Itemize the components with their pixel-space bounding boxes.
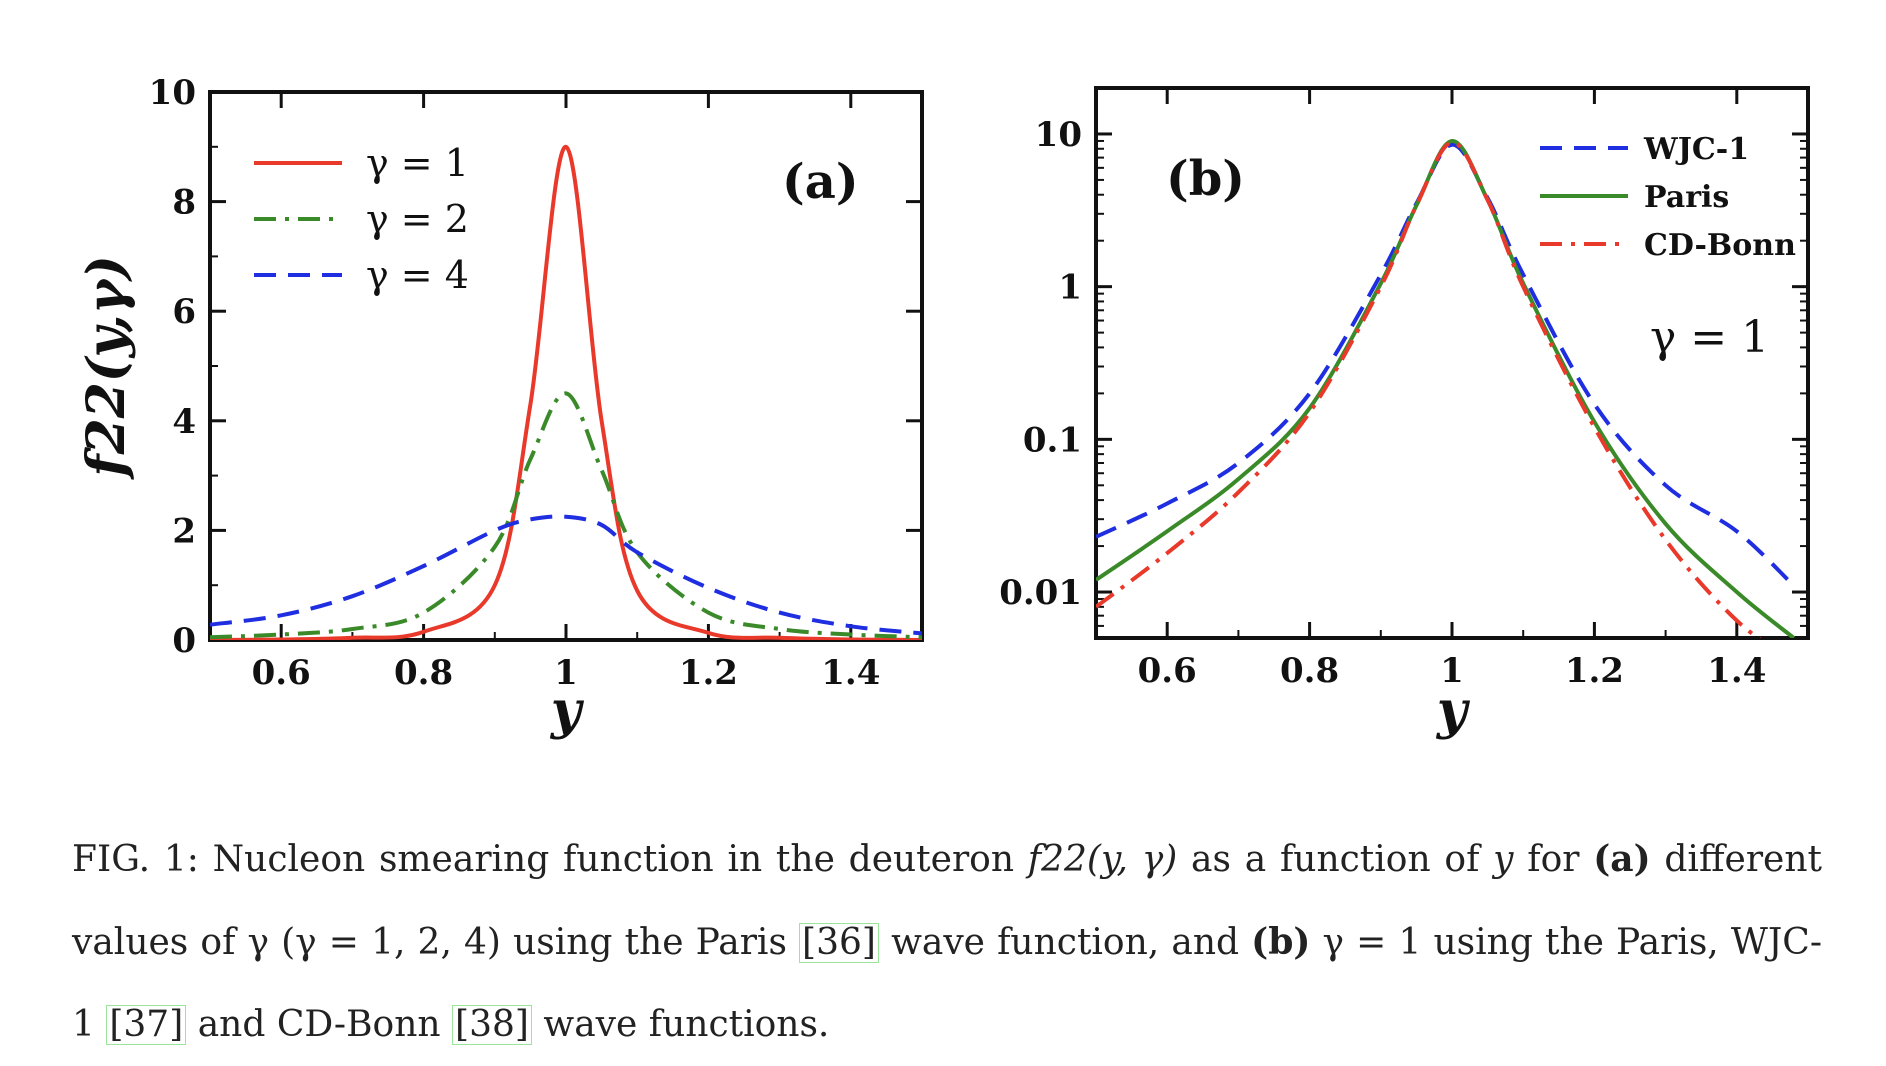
legend-label: WJC-1 xyxy=(1643,132,1749,167)
panel-b-legend: WJC-1 Paris CD-Bonn xyxy=(1540,132,1796,263)
y-tick-label: 0.01 xyxy=(999,573,1082,613)
x-tick-label: 0.8 xyxy=(394,653,453,693)
x-tick-label: 0.6 xyxy=(1138,651,1197,691)
citation-link-38[interactable]: [38] xyxy=(452,1005,532,1045)
x-tick-label: 1 xyxy=(1440,651,1464,691)
y-tick-label: 4 xyxy=(172,402,196,442)
legend-label: γ = 4 xyxy=(366,253,469,297)
x-tick-label: 0.6 xyxy=(252,653,311,693)
panel-a-xlabel: y xyxy=(550,680,585,741)
x-tick-label: 1.4 xyxy=(821,653,880,693)
y-tick-label: 6 xyxy=(172,292,196,332)
y-tick-label: 1 xyxy=(1058,268,1082,308)
y-tick-label: 8 xyxy=(172,183,196,223)
x-tick-label: 1 xyxy=(554,653,578,693)
caption-b: (b) xyxy=(1251,921,1311,963)
caption-a: (a) xyxy=(1593,838,1651,880)
caption-part2: as a function of xyxy=(1177,839,1494,880)
legend-label: CD-Bonn xyxy=(1644,228,1796,263)
series-line-cd-bonn xyxy=(1096,140,1762,638)
panel-b-ticks xyxy=(1095,87,1809,639)
panel-b-tick-labels: 0.6 0.8 1 1.2 1.4 0.01 0.1 1 10 xyxy=(999,115,1766,691)
series-line--4 xyxy=(210,514,922,636)
legend-label: Paris xyxy=(1644,180,1729,215)
y-tick-label: 0.1 xyxy=(1023,420,1082,460)
x-tick-label: 0.8 xyxy=(1280,651,1339,691)
panel-b: 0.6 0.8 1 1.2 1.4 0.01 0.1 1 10 (b) γ = 1 y WJC-… xyxy=(999,86,1810,741)
figure-caption: FIG. 1: Nucleon smearing function in the… xyxy=(72,818,1822,1066)
series-line-wjc-1 xyxy=(1096,142,1796,588)
legend-label: γ = 1 xyxy=(366,141,469,185)
panel-b-curves xyxy=(1096,139,1796,638)
y-tick-label: 2 xyxy=(172,511,196,551)
figure: 0.6 0.8 1 1.2 1.4 0 2 4 6 8 10 (a) y f22(y,γ) γ = … xyxy=(76,73,1810,741)
citation-link-36[interactable]: [36] xyxy=(799,923,879,963)
legend-label: γ = 2 xyxy=(366,197,469,241)
caption-part8: wave functions. xyxy=(531,1004,830,1045)
caption-part7: and CD-Bonn xyxy=(186,1004,453,1045)
caption-f22: f22(y, γ) xyxy=(1027,839,1178,880)
x-tick-label: 1.2 xyxy=(679,653,738,693)
caption-part5: wave function, and xyxy=(878,922,1252,963)
panel-a-tick-labels: 0.6 0.8 1 1.2 1.4 0 2 4 6 8 10 xyxy=(149,73,881,693)
x-tick-label: 1.2 xyxy=(1565,651,1624,691)
panel-b-label: (b) xyxy=(1166,151,1245,207)
panel-a: 0.6 0.8 1 1.2 1.4 0 2 4 6 8 10 (a) y f22(y,γ) γ = … xyxy=(76,73,924,741)
y-tick-label: 10 xyxy=(149,73,196,113)
caption-part4: different values of γ (γ = 1, 2, 4) usin… xyxy=(72,839,1822,963)
y-tick-label: 10 xyxy=(1035,115,1082,155)
panel-a-label: (a) xyxy=(782,154,859,210)
series-line--1 xyxy=(210,144,922,640)
caption-part6: γ = 1 using the Paris, WJC-1 xyxy=(72,922,1823,1045)
caption-part1: FIG. 1: Nucleon smearing function in the… xyxy=(72,839,1028,880)
panel-b-annotation: γ = 1 xyxy=(1650,312,1769,363)
panel-a-ylabel: f22(y,γ) xyxy=(76,255,137,481)
panel-a-legend: γ = 1 γ = 2 γ = 4 xyxy=(254,141,469,297)
y-tick-label: 0 xyxy=(172,621,196,661)
caption-y: y xyxy=(1493,839,1514,880)
series-line-paris xyxy=(1096,139,1796,638)
x-tick-label: 1.4 xyxy=(1707,651,1766,691)
panel-a-curves xyxy=(210,144,922,640)
panel-b-xlabel: y xyxy=(1436,680,1471,741)
series-line--2 xyxy=(210,391,922,640)
citation-link-37[interactable]: [37] xyxy=(106,1005,187,1045)
caption-part3: for xyxy=(1513,839,1594,880)
